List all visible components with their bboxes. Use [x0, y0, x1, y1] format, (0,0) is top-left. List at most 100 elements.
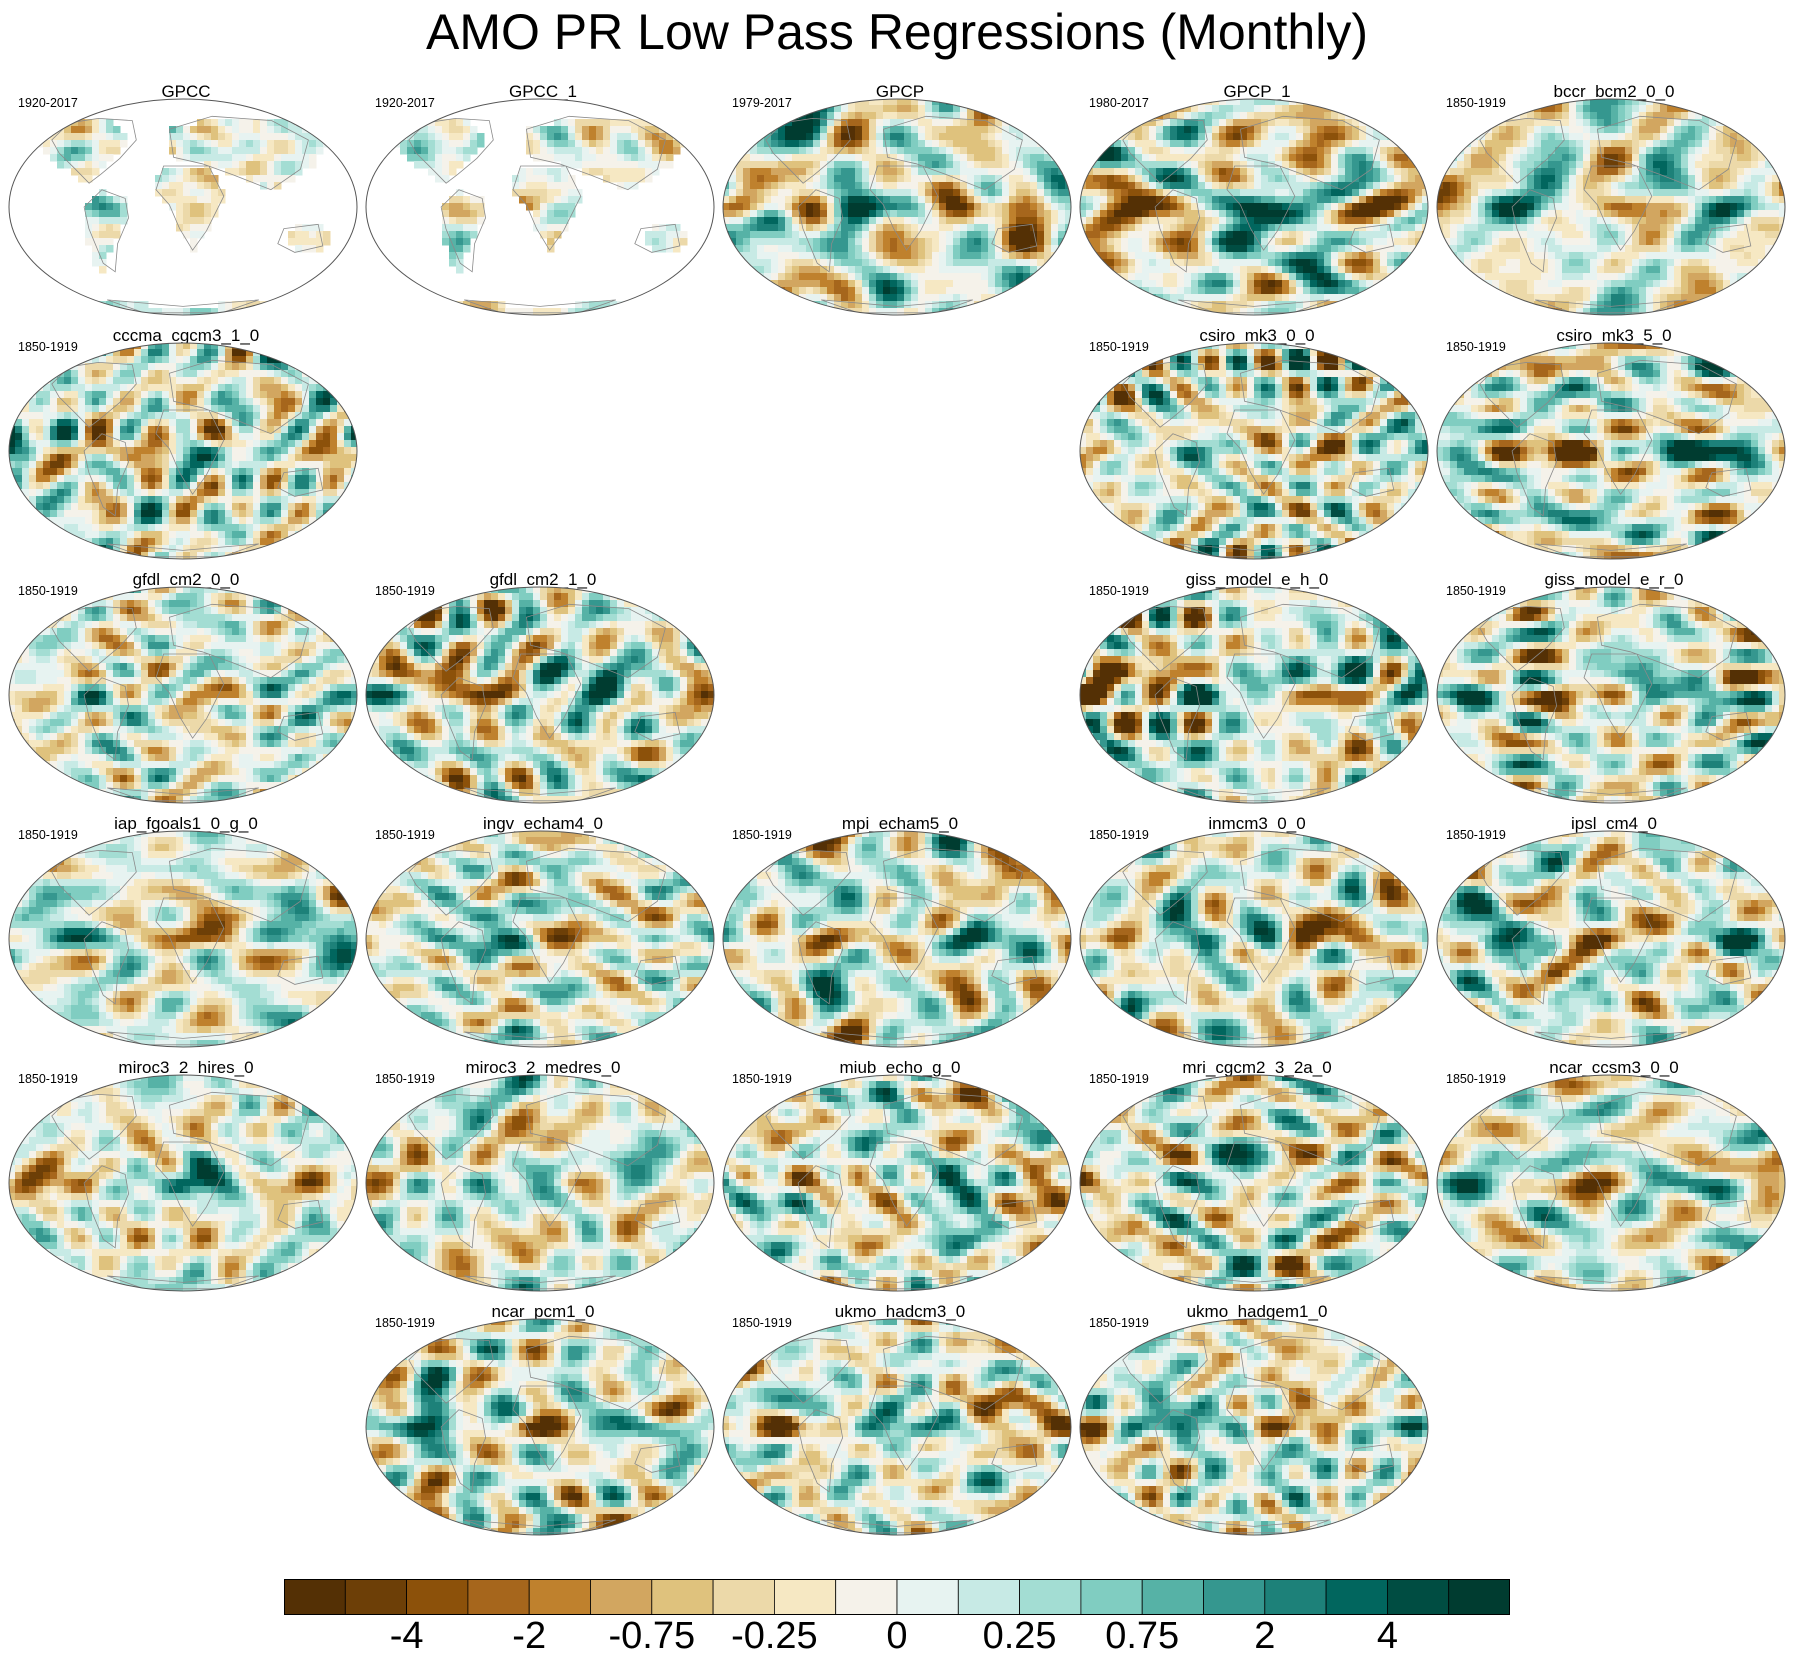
- colorbar-tick-label: 0.25: [983, 1614, 1057, 1658]
- map-outline: [8, 586, 358, 804]
- panel-title: mpi_echam5_0: [722, 814, 1078, 834]
- map-panel: ingv_echam4_0 1850-1919: [365, 814, 721, 1050]
- colorbar-swatch: [1448, 1579, 1510, 1615]
- colorbar-tick-label: -4: [390, 1614, 424, 1658]
- map-projection: [8, 342, 358, 560]
- map-projection: [1079, 98, 1429, 316]
- map-outline: [365, 1074, 715, 1292]
- map-projection: [8, 830, 358, 1048]
- map-panel: giss_model_e_h_0 1850-1919: [1079, 570, 1435, 806]
- map-panel: cccma_cgcm3_1_0 1850-1919: [8, 326, 364, 562]
- panel-years: 1850-1919: [1089, 340, 1149, 354]
- map-outline: [722, 830, 1072, 1048]
- colorbar-tick-label: -0.25: [731, 1614, 818, 1658]
- colorbar-swatch: [1264, 1579, 1327, 1615]
- map-outline: [1436, 586, 1786, 804]
- map-projection: [365, 1074, 715, 1292]
- map-panel: giss_model_e_r_0 1850-1919: [1436, 570, 1792, 806]
- panel-years: 1850-1919: [18, 584, 78, 598]
- map-projection: [722, 98, 1072, 316]
- panel-title: giss_model_e_r_0: [1436, 570, 1792, 590]
- panel-years: 1850-1919: [732, 1072, 792, 1086]
- panel-years: 1850-1919: [18, 340, 78, 354]
- colorbar-swatch: [284, 1579, 346, 1615]
- panel-title: ipsl_cm4_0: [1436, 814, 1792, 834]
- map-panel: GPCP_1 1980-2017: [1079, 82, 1435, 318]
- coastlines: [765, 847, 1038, 1046]
- map-projection: [1436, 1074, 1786, 1292]
- panel-years: 1850-1919: [1446, 96, 1506, 110]
- map-panel: ncar_pcm1_0 1850-1919: [365, 1302, 721, 1538]
- map-projection: [1436, 342, 1786, 560]
- coastlines: [408, 115, 681, 314]
- map-outline: [8, 830, 358, 1048]
- map-projection: [365, 1318, 715, 1536]
- map-outline: [1079, 98, 1429, 316]
- precip-field: [1437, 343, 1785, 559]
- map-outline: [1436, 98, 1786, 316]
- panel-title: GPCP_1: [1079, 82, 1435, 102]
- map-panel: ukmo_hadcm3_0 1850-1919: [722, 1302, 1078, 1538]
- map-projection: [1436, 586, 1786, 804]
- panel-years: 1850-1919: [18, 828, 78, 842]
- panel-years: 1850-1919: [1446, 828, 1506, 842]
- coastlines: [1479, 1091, 1752, 1290]
- map-projection: [1079, 342, 1429, 560]
- colorbar-swatch: [835, 1579, 898, 1615]
- map-outline: [1436, 1074, 1786, 1292]
- map-projection: [722, 1074, 1072, 1292]
- panel-title: mri_cgcm2_3_2a_0: [1079, 1058, 1435, 1078]
- panel-title: iap_fgoals1_0_g_0: [8, 814, 364, 834]
- coastlines: [1122, 115, 1395, 314]
- colorbar-swatch: [1019, 1579, 1082, 1615]
- coastlines: [1122, 603, 1395, 802]
- panel-years: 1850-1919: [375, 584, 435, 598]
- map-outline: [365, 586, 715, 804]
- panel-years: 1850-1919: [18, 1072, 78, 1086]
- map-projection: [8, 98, 358, 316]
- colorbar-swatch: [467, 1579, 530, 1615]
- map-panel: csiro_mk3_5_0 1850-1919: [1436, 326, 1792, 562]
- map-projection: [1079, 830, 1429, 1048]
- panel-years: 1920-2017: [375, 96, 435, 110]
- map-outline: [8, 342, 358, 560]
- colorbar-swatch: [712, 1579, 775, 1615]
- panel-title: inmcm3_0_0: [1079, 814, 1435, 834]
- panel-years: 1850-1919: [1446, 340, 1506, 354]
- coastlines: [51, 603, 324, 802]
- map-outline: [1079, 830, 1429, 1048]
- panel-years: 1850-1919: [375, 1316, 435, 1330]
- colorbar-tick-label: 4: [1377, 1614, 1398, 1658]
- map-projection: [365, 98, 715, 316]
- map-panel: gfdl_cm2_1_0 1850-1919: [365, 570, 721, 806]
- coastlines: [51, 1091, 324, 1290]
- coastlines: [51, 115, 324, 314]
- panel-title: ncar_ccsm3_0_0: [1436, 1058, 1792, 1078]
- map-panel: miroc3_2_hires_0 1850-1919: [8, 1058, 364, 1294]
- panel-title: csiro_mk3_5_0: [1436, 326, 1792, 346]
- map-panel: mpi_echam5_0 1850-1919: [722, 814, 1078, 1050]
- panel-years: 1850-1919: [1089, 1316, 1149, 1330]
- coastlines: [408, 1335, 681, 1534]
- map-projection: [1436, 98, 1786, 316]
- colorbar-tick-label: 0.75: [1105, 1614, 1179, 1658]
- precip-field: [9, 343, 357, 559]
- colorbar-tick-label: -2: [512, 1614, 546, 1658]
- panel-years: 1850-1919: [1446, 584, 1506, 598]
- panel-title: GPCP: [722, 82, 1078, 102]
- colorbar-swatch: [1141, 1579, 1204, 1615]
- map-panel: mri_cgcm2_3_2a_0 1850-1919: [1079, 1058, 1435, 1294]
- panel-title: bccr_bcm2_0_0: [1436, 82, 1792, 102]
- panel-title: giss_model_e_h_0: [1079, 570, 1435, 590]
- colorbar-swatch: [1080, 1579, 1143, 1615]
- map-panel: miroc3_2_medres_0 1850-1919: [365, 1058, 721, 1294]
- map-outline: [1079, 586, 1429, 804]
- panel-years: 1850-1919: [732, 1316, 792, 1330]
- map-projection: [365, 586, 715, 804]
- map-panel: gfdl_cm2_0_0 1850-1919: [8, 570, 364, 806]
- map-outline: [365, 1318, 715, 1536]
- coastlines: [51, 359, 324, 558]
- panel-years: 1980-2017: [1089, 96, 1149, 110]
- map-panel: csiro_mk3_0_0 1850-1919: [1079, 326, 1435, 562]
- coastlines: [1122, 847, 1395, 1046]
